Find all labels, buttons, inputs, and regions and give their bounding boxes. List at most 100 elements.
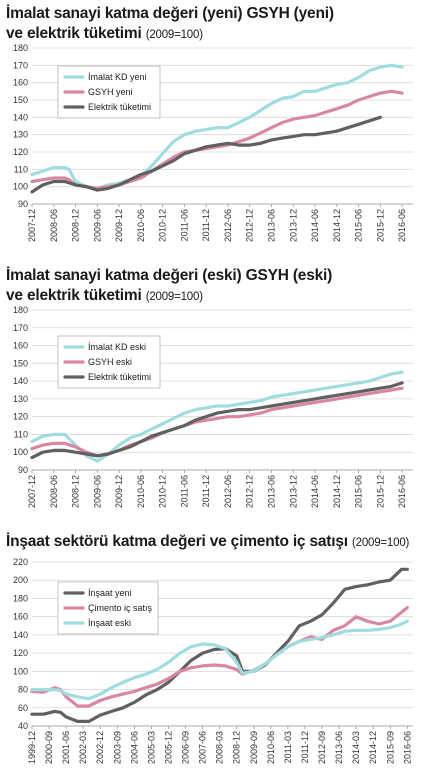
y-tick-label: 90	[18, 465, 28, 475]
x-tick-label: 2012-06	[223, 209, 233, 242]
x-tick-label: 2013-12	[288, 209, 298, 242]
legend-label: İmalat KD eski	[88, 342, 146, 352]
y-tick-label: 120	[13, 147, 28, 157]
x-tick-label: 2011-12	[201, 475, 211, 507]
legend-label: İmalat KD yeni	[88, 72, 147, 82]
y-tick-label: 110	[14, 164, 28, 174]
legend-label: İnşaat eski	[88, 618, 131, 628]
chart-2-title: İmalat sanayi katma değeri (eski) GSYH (…	[6, 266, 332, 307]
x-tick-label: 2011-03	[283, 731, 293, 763]
x-tick-label: 2014-12	[368, 731, 378, 764]
y-tick-label: 170	[13, 323, 28, 333]
x-tick-label: 2011-12	[300, 731, 310, 763]
y-tick-label: 140	[13, 630, 28, 640]
x-tick-label: 2009-12	[114, 209, 124, 242]
chart-1-svg: 90 100 110 120 130 140 150 160 170 180 2007-12 2008…	[13, 44, 413, 242]
x-tick-label: 2012-09	[317, 731, 327, 764]
x-tick-label: 2010-06	[266, 731, 276, 764]
y-tick-label: 100	[13, 447, 28, 457]
x-tick-label: 2009-06	[92, 209, 102, 242]
chart-2-svg: 90 100 110 120 130 140 150 160 170 180 2007-12 2008…	[13, 306, 413, 508]
y-tick-label: 130	[13, 130, 28, 140]
legend-label: İnşaat yeni	[88, 588, 132, 598]
chart-panel-2: İmalat sanayi katma değeri (eski) GSYH (…	[0, 262, 430, 528]
x-tick-label: 2015-06	[354, 475, 364, 508]
x-tick-label: 2009-06	[92, 475, 102, 508]
x-tick-label: 2014-03	[351, 731, 361, 764]
x-tick-label: 2014-06	[310, 209, 320, 242]
chart-2-title-line2: ve elektrik tüketimi	[6, 287, 142, 304]
x-tick-label: 2009-12	[114, 475, 124, 508]
y-tick-label: 80	[18, 685, 28, 695]
y-tick-label: 60	[18, 703, 28, 713]
y-tick-label: 140	[13, 112, 28, 122]
x-tick-label: 1999-12	[27, 731, 37, 764]
x-tick-label: 2008-12	[232, 731, 242, 764]
x-tick-label: 2015-09	[385, 731, 395, 764]
y-tick-label: 160	[13, 341, 28, 351]
x-tick-label: 2007-12	[27, 475, 37, 508]
x-tick-label: 2000-09	[44, 731, 54, 764]
x-tick-label: 2015-12	[375, 475, 385, 508]
x-tick-label: 2010-06	[136, 475, 146, 508]
x-tick-label: 2008-06	[49, 209, 59, 242]
x-tick-label: 2016-06	[397, 475, 407, 508]
y-tick-label: 100	[13, 666, 28, 676]
chart-3-title: İnşaat sektörü katma değeri ve çimento i…	[6, 532, 409, 553]
x-tick-label: 2001-06	[61, 731, 71, 764]
chart-panel-1: İmalat sanayi katma değeri (yeni) GSYH (…	[0, 0, 430, 262]
y-tick-label: 90	[18, 199, 28, 209]
x-tick-label: 2013-12	[288, 475, 298, 508]
y-tick-label: 120	[13, 648, 28, 658]
series-line-2	[30, 605, 409, 708]
series-line-3	[30, 381, 404, 460]
x-tick-label: 2013-06	[334, 731, 344, 764]
x-tick-label: 2008-06	[49, 475, 59, 508]
x-tick-label: 2010-06	[136, 209, 146, 242]
series-line-3	[30, 115, 382, 194]
chart-2-title-line1: İmalat sanayi katma değeri (eski) GSYH (…	[6, 267, 333, 284]
legend-label: Elektrik tüketimi	[88, 372, 151, 382]
legend-label: Çimento iç satış	[88, 603, 153, 613]
y-tick-label: 180	[13, 44, 28, 53]
x-tick-label: 2010-12	[158, 209, 168, 242]
x-tick-label: 2007-12	[27, 209, 37, 242]
y-tick-label: 150	[13, 95, 28, 105]
chart-1-subtitle: (2009=100)	[145, 29, 203, 41]
x-tick-label: 2013-06	[266, 209, 276, 242]
y-tick-label: 130	[13, 394, 28, 404]
legend-label: Elektrik tüketimi	[88, 102, 151, 112]
x-tick-label: 2014-12	[332, 475, 342, 508]
series-line-2	[30, 386, 404, 458]
x-tick-label: 2014-06	[310, 475, 320, 508]
series-line-3	[30, 619, 409, 701]
x-tick-label: 2003-09	[112, 731, 122, 764]
y-tick-label: 170	[13, 60, 28, 70]
x-tick-label: 2013-06	[266, 475, 276, 508]
x-tick-label: 2009-09	[249, 731, 259, 764]
x-tick-label: 2014-12	[332, 209, 342, 242]
x-tick-label: 2008-12	[71, 209, 81, 242]
legend-label: GSYH yeni	[88, 87, 133, 97]
x-tick-label: 2010-12	[158, 475, 168, 508]
y-tick-label: 220	[13, 557, 28, 567]
x-tick-label: 2006-09	[181, 731, 191, 764]
x-tick-label: 2011-06	[179, 209, 189, 241]
y-tick-label: 180	[13, 593, 28, 603]
x-tick-label: 2002-03	[78, 731, 88, 764]
legend-label: GSYH eski	[88, 357, 132, 367]
series-line-1	[30, 370, 404, 463]
y-tick-label: 40	[18, 721, 28, 731]
chart-panel-3: İnşaat sektörü katma değeri ve çimento i…	[0, 528, 430, 774]
chart-2-subtitle: (2009=100)	[145, 291, 203, 303]
x-tick-label: 2012-12	[245, 209, 255, 242]
x-tick-label: 2007-06	[198, 731, 208, 764]
x-tick-label: 2016-06	[402, 731, 412, 764]
x-tick-label: 2011-12	[201, 209, 211, 241]
y-tick-label: 100	[13, 182, 28, 192]
x-tick-label: 2012-06	[223, 475, 233, 508]
chart-3-subtitle: (2009=100)	[352, 537, 410, 549]
x-tick-label: 2008-12	[71, 475, 81, 508]
x-tick-label: 2002-12	[95, 731, 105, 764]
x-tick-label: 2008-03	[215, 731, 225, 764]
